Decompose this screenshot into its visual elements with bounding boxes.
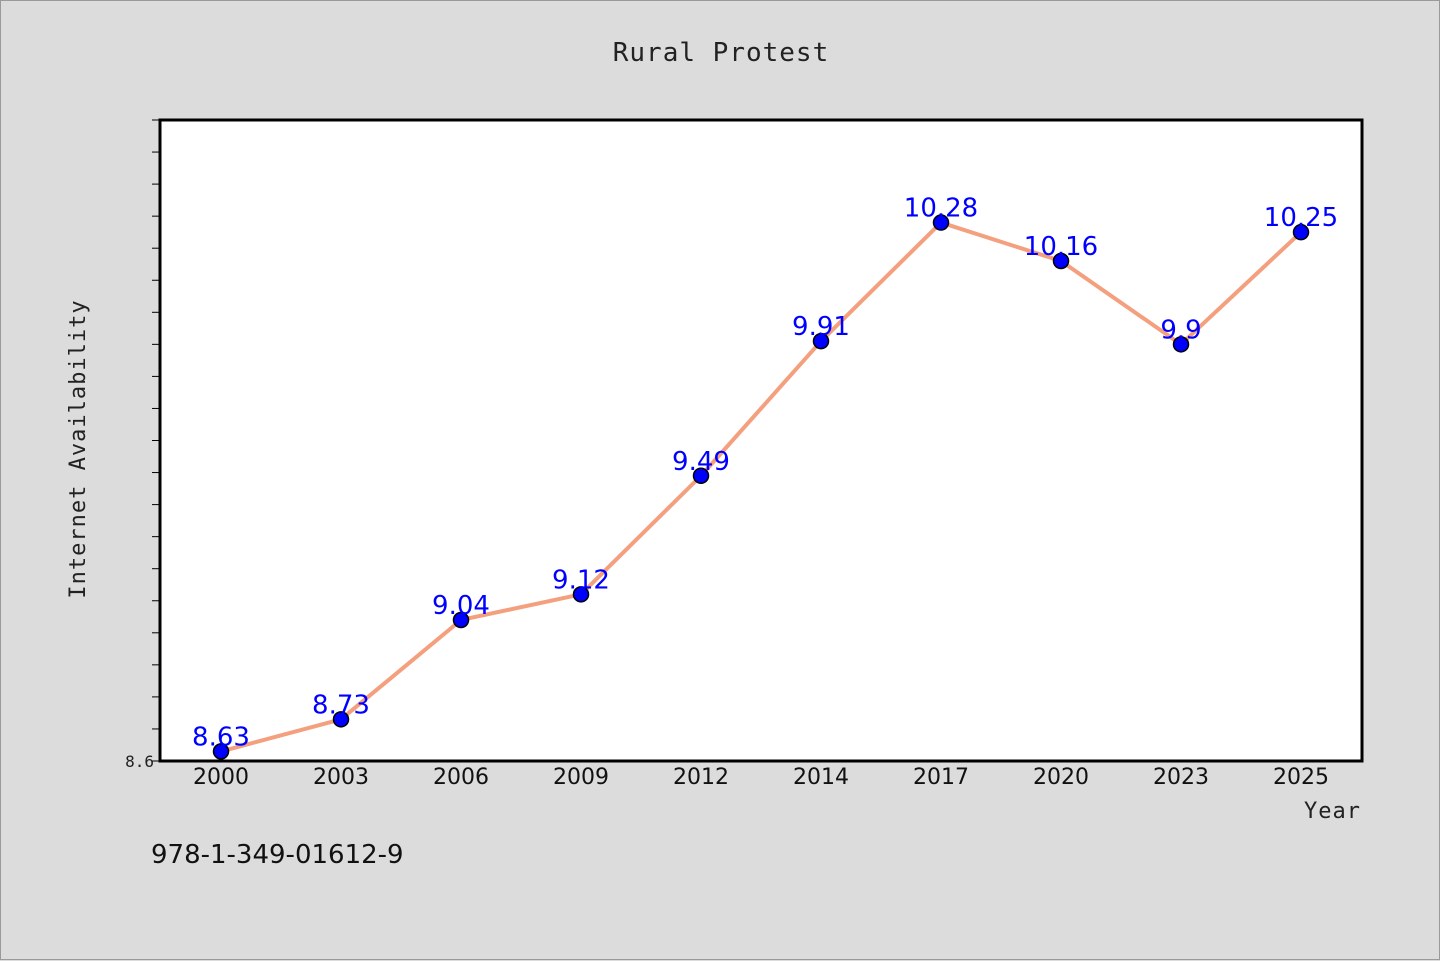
footer-code: 978-1-349-01612-9 [151, 840, 404, 870]
series-line [219, 220, 1303, 754]
data-label: 10.25 [1264, 203, 1338, 233]
y-axis-label: Internet Availability [66, 299, 91, 598]
y-tick-label: 8.6 [125, 752, 154, 771]
x-tick-label: 2020 [1033, 765, 1089, 790]
y-axis-ticks: 8.6 [125, 119, 160, 771]
data-point [932, 214, 950, 231]
chart-title: Rural Protest [613, 38, 830, 68]
x-tick-label: 2009 [553, 765, 609, 790]
data-point [1052, 252, 1070, 270]
data-label: 9.91 [792, 312, 850, 342]
data-point [212, 743, 230, 760]
x-tick-label: 2023 [1153, 765, 1209, 790]
x-tick-label: 2000 [193, 765, 249, 790]
data-point [572, 586, 590, 603]
x-axis-label: Year [1304, 799, 1361, 824]
data-label: 9.9 [1160, 315, 1201, 345]
data-label: 8.73 [312, 690, 370, 720]
data-label: 9.04 [432, 591, 490, 621]
x-tick-label: 2012 [673, 765, 729, 790]
data-label: 10.16 [1024, 232, 1098, 262]
x-tick-label: 2014 [793, 765, 849, 790]
data-point [332, 711, 350, 728]
x-tick-label: 2025 [1273, 765, 1329, 790]
data-label: 9.49 [672, 447, 730, 477]
data-point [1172, 336, 1190, 353]
x-tick-label: 2006 [433, 765, 489, 790]
data-point [692, 467, 710, 485]
series-group: 8.63 8.73 9.04 9.12 9.49 9.91 10.28 10.16 9.9 10.… [192, 194, 1338, 760]
data-label: 9.12 [552, 565, 610, 595]
x-tick-label: 2017 [913, 765, 969, 790]
data-label: 10.28 [904, 194, 978, 224]
data-point [812, 332, 830, 350]
data-point [452, 611, 470, 629]
plot-area [158, 118, 1364, 763]
x-axis-ticks: 2000 2003 2006 2009 2012 2014 2017 2020 2023 2025 [193, 765, 1329, 790]
data-point [1292, 223, 1310, 241]
data-label: 8.63 [192, 722, 250, 752]
x-tick-label: 2003 [313, 765, 369, 790]
